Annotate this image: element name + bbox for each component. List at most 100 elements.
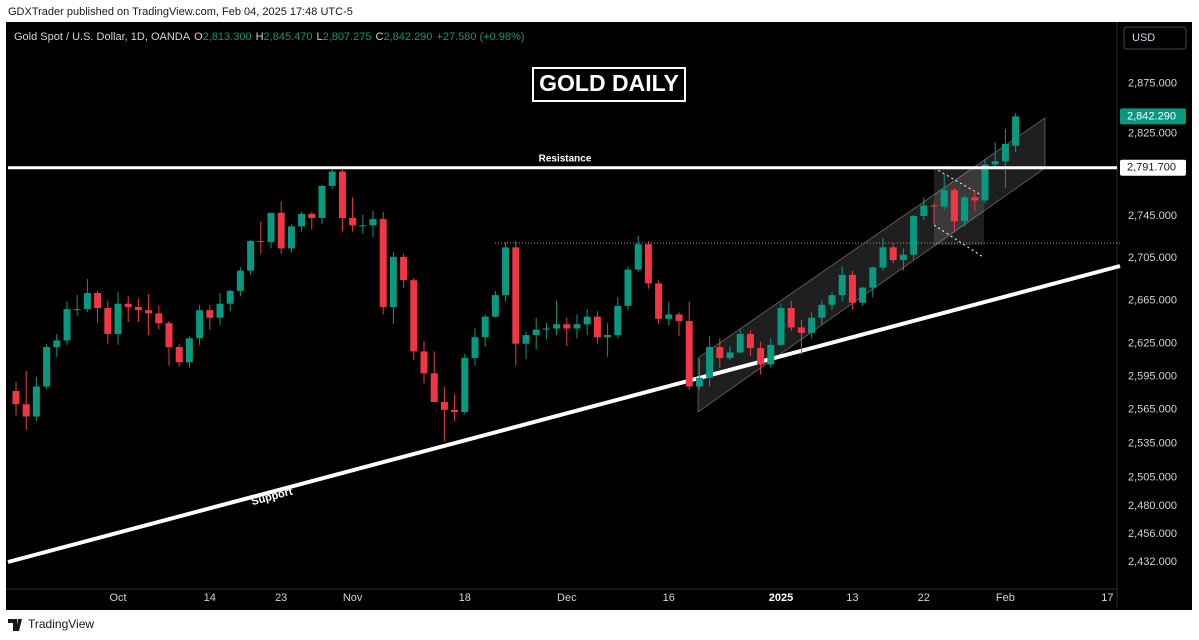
candle-body [145, 310, 153, 314]
candle-body [848, 274, 856, 303]
candle-body [226, 290, 234, 304]
y-tick-label: 2,665.000 [1128, 294, 1177, 306]
candle-body [706, 346, 714, 378]
legend-key: O [194, 31, 203, 43]
x-tick-label: 2025 [769, 592, 793, 604]
x-tick-label: Oct [109, 592, 126, 604]
x-tick-label: Dec [557, 592, 577, 604]
ascending-channel [697, 117, 1046, 413]
candle-body [420, 351, 428, 374]
candle-body [185, 338, 193, 363]
candle-body [797, 327, 805, 333]
candle-body [971, 197, 979, 201]
candle-body [563, 324, 571, 329]
candle-body [104, 308, 112, 334]
candle-body [379, 219, 387, 307]
candle-body [267, 212, 275, 243]
chart-title: GOLD DAILY [539, 70, 679, 96]
candle-body [53, 340, 61, 347]
candle-body [165, 323, 173, 347]
candle-body [675, 314, 683, 321]
candle-body [400, 256, 408, 281]
x-tick-label: Nov [343, 592, 363, 604]
candle-body [859, 287, 867, 303]
candle-body [451, 409, 459, 413]
candle-body [22, 404, 30, 417]
x-tick-label: 16 [663, 592, 675, 604]
candle-body [298, 213, 306, 227]
candle-body [583, 316, 591, 325]
symbol-name: Gold Spot / U.S. Dollar, 1D, OANDA [14, 31, 191, 43]
candle-body [940, 190, 948, 207]
candle-body [349, 218, 357, 226]
candle-body [991, 161, 999, 165]
currency-button[interactable] [1123, 26, 1187, 50]
y-tick-label: 2,432.000 [1128, 556, 1177, 568]
candle-body [1012, 116, 1020, 146]
candle-body [318, 185, 326, 219]
y-tick-label: 2,535.000 [1128, 437, 1177, 449]
candle-body [471, 337, 479, 358]
candle-body [430, 373, 438, 403]
candle-body [287, 226, 295, 249]
candle-body [63, 309, 71, 341]
x-tick-label: 14 [204, 592, 216, 604]
candle-body [879, 247, 887, 268]
candle-body [787, 308, 795, 328]
candle-body [950, 190, 958, 222]
y-tick-label: 2,595.000 [1128, 370, 1177, 382]
y-tick-label: 2,875.000 [1128, 78, 1177, 90]
candle-body [481, 316, 489, 338]
candle-body [665, 314, 673, 319]
y-tick-label: 2,456.000 [1128, 528, 1177, 540]
candle-body [389, 256, 397, 307]
y-tick-label: 2,745.000 [1128, 210, 1177, 222]
x-tick-label: 23 [275, 592, 287, 604]
candle-body [573, 324, 581, 329]
publish-header: GDXTrader published on TradingView.com, … [8, 6, 353, 18]
candle-body [593, 316, 601, 338]
candle-body [716, 346, 724, 358]
candle-body [726, 352, 734, 358]
x-tick-label: 13 [846, 592, 858, 604]
candle-body [175, 346, 183, 363]
candle-body [522, 335, 530, 344]
candle-body [757, 348, 765, 365]
x-tick-label: 17 [1101, 592, 1113, 604]
y-tick-label: 2,825.000 [1128, 128, 1177, 140]
candle-body [155, 313, 163, 324]
candle-body [502, 247, 510, 296]
candle-body [828, 295, 836, 305]
candle-body [655, 283, 663, 319]
legend-key: C [376, 31, 384, 43]
y-tick-label: 2,565.000 [1128, 404, 1177, 416]
candle-body [553, 324, 561, 329]
candle-body [12, 390, 20, 405]
candle-body [624, 269, 632, 306]
candle-body [491, 295, 499, 317]
x-tick-label: Feb [996, 592, 1015, 604]
candle-body [338, 171, 346, 219]
candle-body [746, 333, 754, 349]
candle-body [512, 247, 520, 344]
resistance-price-label: 2,791.700 [1127, 162, 1176, 174]
plot-area [12, 113, 1020, 442]
last-price-label: 2,842.290 [1127, 110, 1176, 122]
chart-pane [6, 22, 1192, 610]
candle-body [328, 171, 336, 186]
candle-body [838, 274, 846, 296]
legend-key: H [256, 31, 264, 43]
legend-key: L [316, 31, 322, 43]
candle-body [196, 310, 204, 339]
legend-value: 2,842.290 [383, 31, 432, 43]
candle-body [32, 386, 40, 417]
resistance-price-tag [1120, 159, 1186, 176]
candle-body [359, 225, 367, 227]
candle-body [1001, 143, 1009, 162]
candle-body [767, 344, 775, 365]
legend-change: +27.580 (+0.98%) [436, 31, 524, 43]
y-tick-label: 2,625.000 [1128, 338, 1177, 350]
candle-body [369, 219, 377, 226]
currency-label[interactable]: USD [1132, 32, 1155, 44]
symbol-legend: Gold Spot / U.S. Dollar, 1D, OANDA O 2,81… [14, 31, 525, 43]
